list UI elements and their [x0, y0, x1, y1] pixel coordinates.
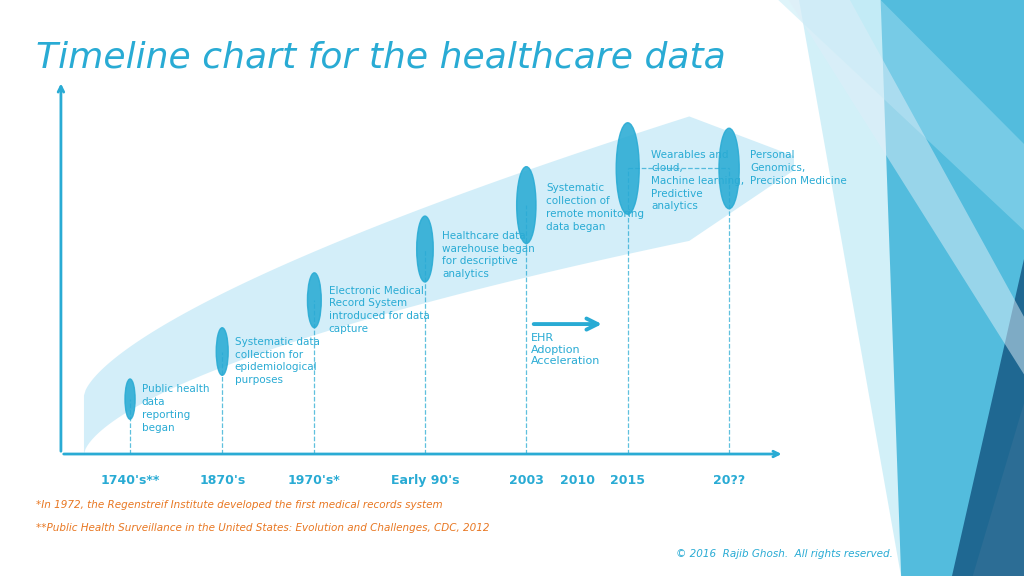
- Text: Timeline chart for the healthcare data: Timeline chart for the healthcare data: [36, 40, 726, 74]
- Text: Healthcare data
warehouse began
for descriptive
analytics: Healthcare data warehouse began for desc…: [442, 231, 536, 279]
- Circle shape: [125, 379, 135, 419]
- Text: © 2016  Rajib Ghosh.  All rights reserved.: © 2016 Rajib Ghosh. All rights reserved.: [676, 549, 893, 559]
- Text: EHR
Adoption
Acceleration: EHR Adoption Acceleration: [531, 334, 600, 366]
- Text: Systematic
collection of
remote monitoring
data began: Systematic collection of remote monitori…: [546, 183, 644, 232]
- Text: 1740's**: 1740's**: [100, 474, 160, 487]
- Text: *In 1972, the Regenstreif Institute developed the first medical records system: *In 1972, the Regenstreif Institute deve…: [36, 500, 442, 510]
- Polygon shape: [84, 116, 808, 454]
- Circle shape: [307, 273, 322, 328]
- Text: Early 90's: Early 90's: [391, 474, 459, 487]
- Circle shape: [719, 128, 739, 209]
- Circle shape: [216, 328, 228, 376]
- Circle shape: [517, 166, 536, 244]
- Text: 2010: 2010: [559, 474, 595, 487]
- Text: 2015: 2015: [610, 474, 645, 487]
- Circle shape: [616, 123, 639, 214]
- Text: Public health
data
reporting
began: Public health data reporting began: [141, 384, 209, 433]
- Circle shape: [417, 216, 433, 282]
- Text: 2003: 2003: [509, 474, 544, 487]
- Text: Electronic Medical
Record System
introduced for data
capture: Electronic Medical Record System introdu…: [329, 286, 429, 334]
- Text: 20??: 20??: [713, 474, 745, 487]
- Text: 1970's*: 1970's*: [288, 474, 341, 487]
- Text: Personal
Genomics,
Precision Medicine: Personal Genomics, Precision Medicine: [751, 150, 847, 186]
- Text: Systematic data
collection for
epidemiological
purposes: Systematic data collection for epidemiol…: [234, 337, 319, 385]
- Text: 1870's: 1870's: [199, 474, 246, 487]
- Text: Wearables and
cloud,
Machine learning,
Predictive
analytics: Wearables and cloud, Machine learning, P…: [651, 150, 744, 211]
- Text: **Public Health Surveillance in the United States: Evolution and Challenges, CDC: **Public Health Surveillance in the Unit…: [36, 523, 489, 533]
